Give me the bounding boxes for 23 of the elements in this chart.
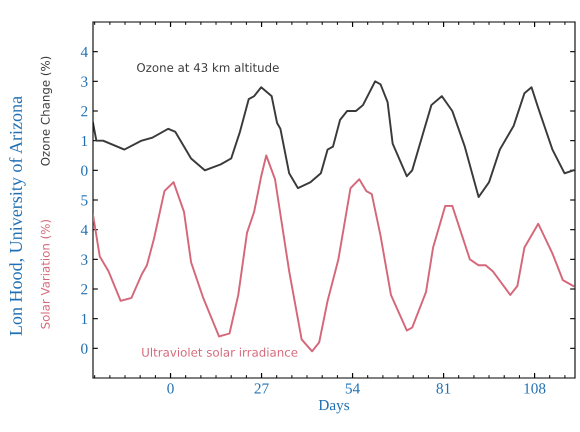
- series-label: Ozone at 43 km altitude: [137, 62, 279, 72]
- y-tick-label: 2: [81, 106, 88, 116]
- y-tick-label: 1: [82, 136, 88, 146]
- y-tick-label: 4: [80, 224, 88, 235]
- y-axis-title: Ozone Change (%): [40, 56, 52, 166]
- x-axis-title: Days: [318, 400, 350, 414]
- x-tick-label: 81: [436, 383, 450, 394]
- y-tick-label: 4: [80, 46, 88, 57]
- text: Lon Hood, University of Arizona: [9, 96, 26, 336]
- y-tick-label: 0: [81, 165, 88, 176]
- y-tick-label: 3: [81, 76, 88, 87]
- x-tick-label: 27: [254, 383, 269, 394]
- y-tick-label: 5: [81, 195, 88, 206]
- y-tick-label: 1: [82, 314, 88, 324]
- line-series: [93, 80, 574, 198]
- y-tick-label: 0: [81, 343, 88, 354]
- y-tick-label: 2: [81, 284, 88, 294]
- x-tick-label: 108: [524, 383, 546, 394]
- y-tick-label: 3: [81, 254, 88, 265]
- y-axis-title: Solar Variation (%): [40, 220, 52, 329]
- x-tick-label: 54: [346, 383, 360, 394]
- series-label: Ultraviolet solar irradiance: [142, 348, 298, 357]
- x-tick-label: 0: [167, 383, 174, 394]
